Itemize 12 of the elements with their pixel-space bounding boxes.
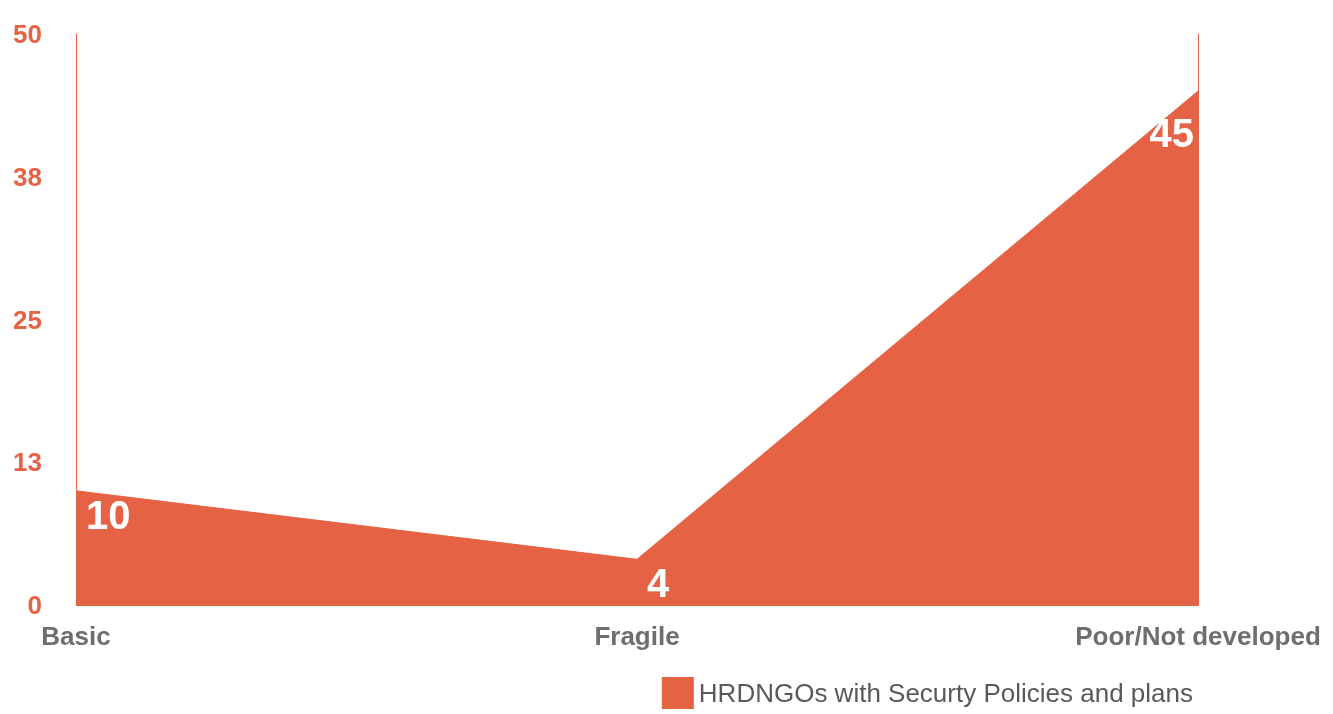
y-tick-label: 0 bbox=[27, 590, 42, 620]
data-label: 45 bbox=[1149, 111, 1194, 156]
y-tick-label: 50 bbox=[13, 19, 42, 49]
data-label: 10 bbox=[86, 492, 131, 537]
x-tick-label: Fragile bbox=[594, 621, 680, 651]
x-tick-label: Poor/Not developed bbox=[1075, 621, 1321, 651]
y-tick-label: 38 bbox=[13, 161, 42, 192]
data-label: 4 bbox=[647, 561, 670, 606]
y-tick-label: 25 bbox=[13, 304, 42, 335]
y-tick-label: 13 bbox=[13, 447, 42, 478]
legend-label: HRDNGOs with Securty Policies and plans bbox=[698, 678, 1194, 708]
x-tick-label: Basic bbox=[41, 621, 111, 651]
